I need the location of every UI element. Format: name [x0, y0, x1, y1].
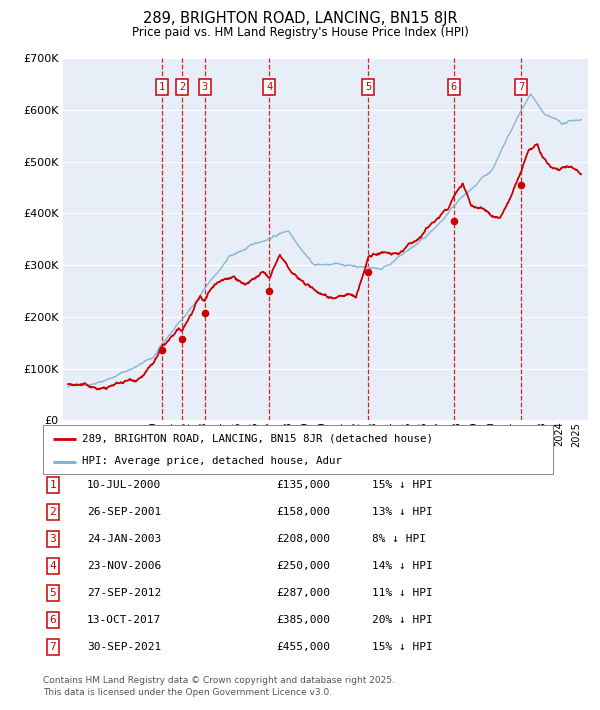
Text: HPI: Average price, detached house, Adur: HPI: Average price, detached house, Adur [82, 457, 343, 466]
Text: 13% ↓ HPI: 13% ↓ HPI [372, 507, 433, 517]
Text: £250,000: £250,000 [276, 561, 330, 571]
Text: 7: 7 [518, 82, 524, 92]
Text: £455,000: £455,000 [276, 642, 330, 652]
Text: 3: 3 [202, 82, 208, 92]
Text: 30-SEP-2021: 30-SEP-2021 [87, 642, 161, 652]
Text: 14% ↓ HPI: 14% ↓ HPI [372, 561, 433, 571]
Text: 24-JAN-2003: 24-JAN-2003 [87, 534, 161, 544]
Text: 10-JUL-2000: 10-JUL-2000 [87, 480, 161, 490]
Text: 289, BRIGHTON ROAD, LANCING, BN15 8JR: 289, BRIGHTON ROAD, LANCING, BN15 8JR [143, 11, 457, 26]
Text: £385,000: £385,000 [276, 615, 330, 625]
Text: 26-SEP-2001: 26-SEP-2001 [87, 507, 161, 517]
Text: £158,000: £158,000 [276, 507, 330, 517]
Text: £135,000: £135,000 [276, 480, 330, 490]
Text: 4: 4 [266, 82, 272, 92]
Text: 7: 7 [49, 642, 56, 652]
Text: 23-NOV-2006: 23-NOV-2006 [87, 561, 161, 571]
Text: 15% ↓ HPI: 15% ↓ HPI [372, 480, 433, 490]
Text: 4: 4 [49, 561, 56, 571]
Text: 11% ↓ HPI: 11% ↓ HPI [372, 588, 433, 598]
Text: 5: 5 [365, 82, 371, 92]
Text: 15% ↓ HPI: 15% ↓ HPI [372, 642, 433, 652]
Text: 6: 6 [49, 615, 56, 625]
Text: 8% ↓ HPI: 8% ↓ HPI [372, 534, 426, 544]
Text: Price paid vs. HM Land Registry's House Price Index (HPI): Price paid vs. HM Land Registry's House … [131, 26, 469, 39]
Text: Contains HM Land Registry data © Crown copyright and database right 2025.
This d: Contains HM Land Registry data © Crown c… [43, 677, 395, 697]
Text: £208,000: £208,000 [276, 534, 330, 544]
Text: 1: 1 [49, 480, 56, 490]
Text: 1: 1 [158, 82, 164, 92]
Text: 2: 2 [179, 82, 185, 92]
Text: 27-SEP-2012: 27-SEP-2012 [87, 588, 161, 598]
Text: 3: 3 [49, 534, 56, 544]
Text: 20% ↓ HPI: 20% ↓ HPI [372, 615, 433, 625]
Text: 13-OCT-2017: 13-OCT-2017 [87, 615, 161, 625]
Text: 6: 6 [451, 82, 457, 92]
Text: 5: 5 [49, 588, 56, 598]
Text: £287,000: £287,000 [276, 588, 330, 598]
Text: 289, BRIGHTON ROAD, LANCING, BN15 8JR (detached house): 289, BRIGHTON ROAD, LANCING, BN15 8JR (d… [82, 434, 433, 444]
Text: 2: 2 [49, 507, 56, 517]
